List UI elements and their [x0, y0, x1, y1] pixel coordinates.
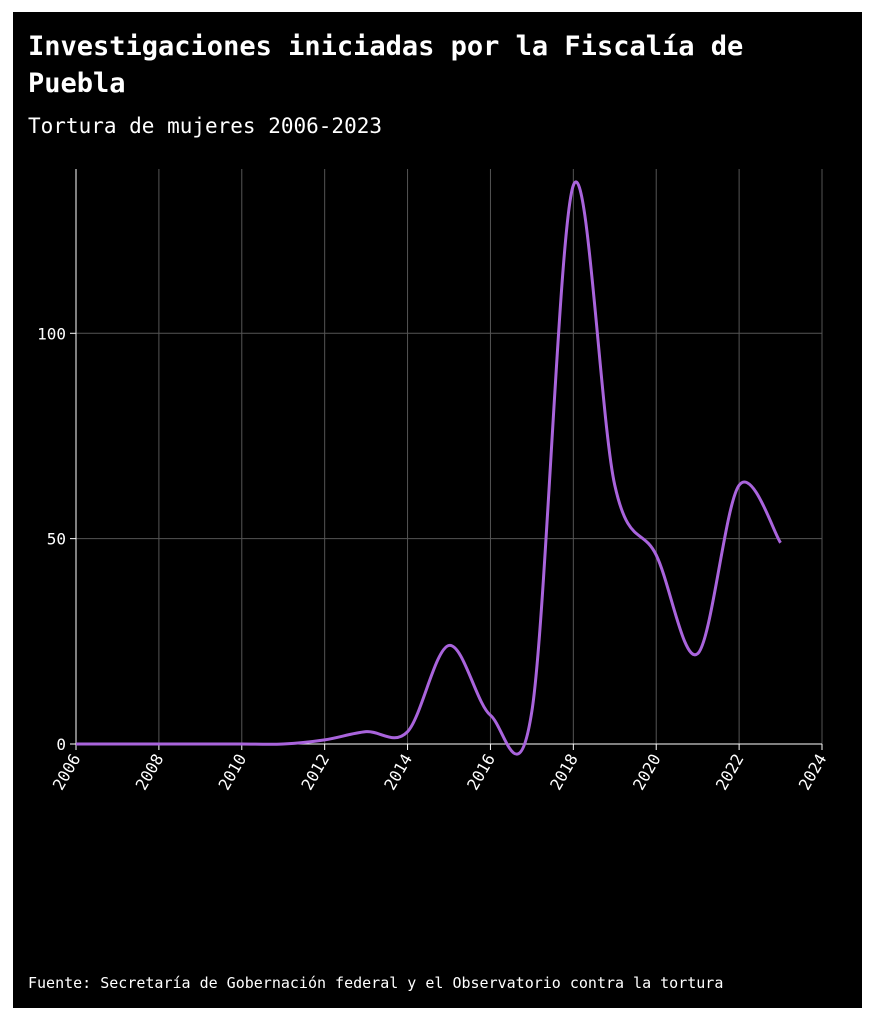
y-tick-label: 0	[56, 735, 66, 754]
chart-subtitle: Tortura de mujeres 2006-2023	[28, 114, 382, 138]
x-tick-label: 2016	[463, 751, 499, 794]
y-tick-label: 50	[47, 530, 66, 549]
source-note: Fuente: Secretaría de Gobernación federa…	[28, 974, 723, 992]
chart-title-line-1: Investigaciones iniciadas por la Fiscalí…	[28, 31, 743, 62]
x-tick-label: 2008	[132, 751, 168, 794]
x-tick-label: 2018	[546, 751, 582, 794]
x-tick-label: 2024	[795, 751, 831, 794]
x-tick-label: 2014	[380, 751, 416, 794]
x-tick-label: 2022	[712, 751, 748, 794]
chart-title-line-2: Puebla	[28, 68, 126, 99]
x-tick-label: 2020	[629, 751, 665, 794]
chart-panel	[13, 12, 862, 1008]
x-tick-label: 2006	[49, 751, 85, 794]
x-tick-label: 2012	[297, 751, 333, 794]
x-tick-label: 2010	[215, 751, 251, 794]
y-tick-label: 100	[37, 324, 66, 343]
data-line	[76, 180, 782, 756]
